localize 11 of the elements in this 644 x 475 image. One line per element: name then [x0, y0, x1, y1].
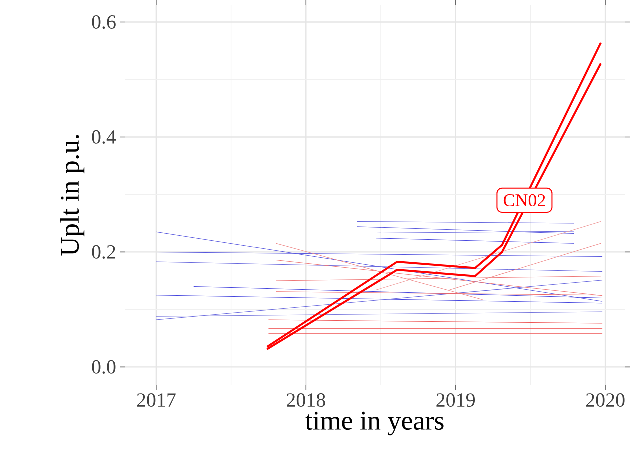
x-axis-title: time in years: [306, 412, 444, 436]
x-tick-label: 2017: [137, 394, 176, 408]
x-tick-label: 2018: [287, 394, 326, 408]
y-tick-label: 0.6: [92, 15, 116, 30]
y-tick-label: 0.0: [92, 360, 116, 374]
x-tick-label: 2019: [436, 394, 476, 408]
x-tick-label: 2020: [586, 394, 625, 408]
y-tick-label: 0.4: [92, 130, 116, 144]
y-axis-title: Uplt in p.u.: [60, 135, 85, 256]
y-tick-label: 0.2: [92, 245, 116, 259]
annotation: CN02: [504, 194, 546, 207]
